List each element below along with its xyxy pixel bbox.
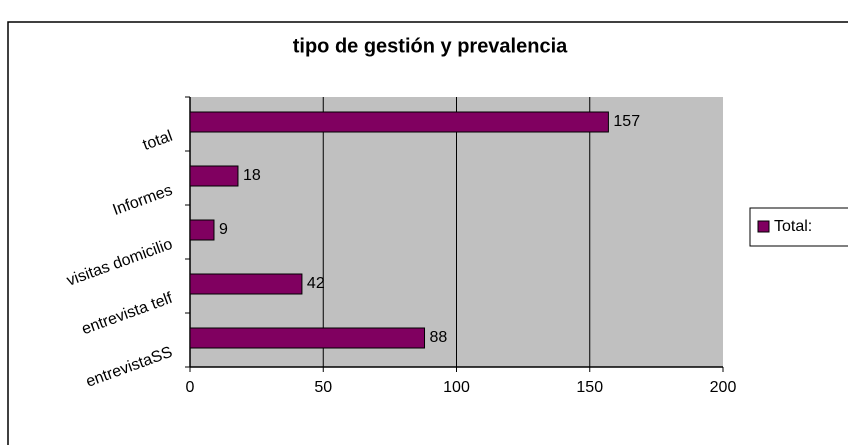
bar (189, 219, 215, 241)
value-label: 18 (243, 167, 261, 184)
value-label: 88 (430, 329, 448, 346)
value-label: 42 (307, 275, 325, 292)
bar (189, 165, 239, 187)
x-tick-label: 150 (576, 379, 603, 396)
value-label: 9 (219, 221, 228, 238)
x-tick-label: 200 (710, 379, 737, 396)
chart-title: tipo de gestión y prevalencia (293, 35, 568, 57)
value-label: 157 (613, 113, 640, 130)
bar (189, 111, 609, 133)
bar (189, 327, 426, 349)
x-tick-label: 100 (443, 379, 470, 396)
legend-label: Total: (774, 218, 812, 235)
bar (189, 273, 303, 295)
x-tick-label: 50 (314, 379, 332, 396)
x-tick-label: 0 (186, 379, 195, 396)
legend-swatch (757, 220, 770, 233)
